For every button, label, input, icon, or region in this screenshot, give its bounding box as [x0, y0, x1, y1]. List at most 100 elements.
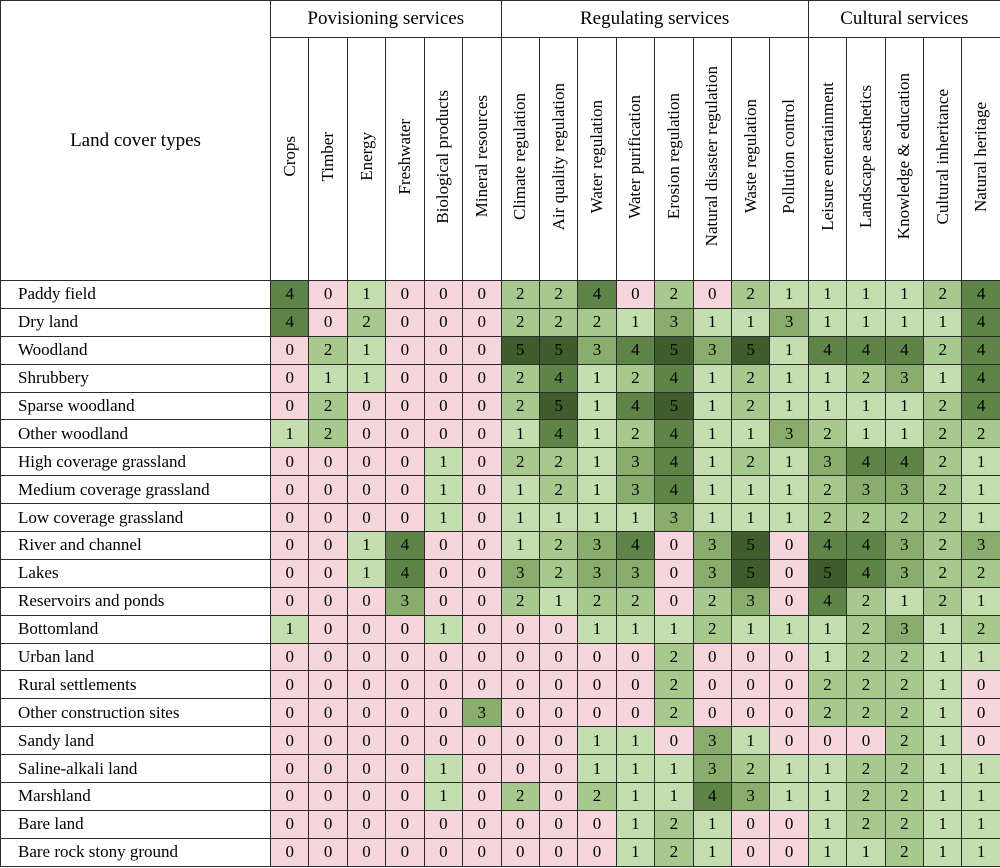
score-cell: 1: [807, 280, 848, 309]
score-cell: 0: [308, 503, 348, 533]
score-cell: 0: [577, 670, 617, 700]
score-cell: 3: [615, 475, 656, 505]
table-row: Bare land 0 0 0 0 0 0 0 0 0 1 2 1 0 0 1 2 2 1 1: [0, 809, 1000, 839]
score-cell: 2: [923, 280, 963, 309]
score-cell: 1: [961, 586, 1000, 616]
score-cell: 4: [538, 419, 579, 449]
score-cell: 0: [385, 391, 425, 421]
score-cell: 5: [730, 531, 771, 560]
score-cell: 4: [654, 475, 694, 505]
score-cell: 4: [654, 419, 694, 449]
score-cell: 4: [807, 335, 848, 365]
score-cell: 1: [846, 837, 886, 868]
score-cell: 2: [577, 307, 617, 337]
service-header: Natural heritage: [961, 37, 1000, 281]
score-cell: 2: [577, 782, 617, 811]
score-cell: 0: [385, 335, 425, 365]
service-label: Crops: [279, 136, 299, 177]
service-label: Natural heritage: [971, 101, 991, 212]
score-cell: 2: [846, 503, 886, 533]
score-cell: 2: [807, 419, 848, 449]
score-cell: 2: [884, 754, 925, 784]
score-cell: 1: [730, 614, 771, 644]
score-cell: 1: [807, 809, 848, 839]
score-cell: 0: [385, 419, 425, 449]
score-cell: 0: [385, 782, 425, 811]
score-cell: 3: [769, 307, 809, 337]
score-cell: 2: [923, 531, 963, 560]
score-cell: 2: [846, 754, 886, 784]
score-cell: 2: [500, 782, 540, 811]
land-cover-label: Low coverage grassland: [0, 503, 271, 533]
score-cell: 3: [961, 531, 1000, 560]
land-cover-label: River and channel: [0, 531, 271, 560]
score-cell: 1: [769, 391, 809, 421]
score-cell: 0: [538, 698, 579, 728]
score-cell: 3: [730, 782, 771, 811]
score-cell: 0: [654, 586, 694, 616]
score-cell: 2: [961, 419, 1000, 449]
score-cell: 3: [615, 447, 656, 477]
score-cell: 0: [769, 531, 809, 560]
score-cell: 4: [846, 447, 886, 477]
score-cell: 0: [538, 837, 579, 868]
score-cell: 4: [884, 335, 925, 365]
score-cell: 0: [308, 726, 348, 756]
service-label: Knowledge & education: [894, 73, 914, 240]
service-header: Waste regulation: [730, 37, 771, 281]
score-cell: 2: [730, 363, 771, 393]
score-cell: 0: [385, 363, 425, 393]
score-cell: 0: [385, 447, 425, 477]
score-cell: 3: [692, 726, 732, 756]
score-cell: 1: [615, 726, 656, 756]
land-cover-label: Shrubbery: [0, 363, 271, 393]
table-row: Woodland 0 2 1 0 0 0 5 5 3 4 5 3 5 1 4 4 4 2 4: [0, 335, 1000, 365]
score-cell: 0: [462, 307, 502, 337]
score-cell: 0: [308, 642, 348, 672]
score-cell: 2: [577, 586, 617, 616]
score-cell: 1: [500, 531, 540, 560]
score-cell: 1: [769, 782, 809, 811]
service-label: Natural disaster regulation: [702, 66, 722, 247]
score-cell: 4: [807, 531, 848, 560]
score-cell: 0: [423, 307, 464, 337]
score-cell: 0: [423, 670, 464, 700]
score-cell: 0: [500, 837, 540, 868]
score-cell: 1: [846, 391, 886, 421]
score-cell: 1: [807, 754, 848, 784]
score-cell: 2: [923, 558, 963, 588]
score-cell: 2: [538, 558, 579, 588]
score-cell: 1: [807, 363, 848, 393]
score-cell: 0: [269, 586, 310, 616]
score-cell: 1: [923, 837, 963, 868]
score-cell: 0: [385, 642, 425, 672]
score-cell: 1: [846, 307, 886, 337]
score-cell: 0: [615, 670, 656, 700]
score-cell: 2: [538, 531, 579, 560]
score-cell: 4: [654, 363, 694, 393]
score-cell: 2: [884, 503, 925, 533]
service-label: Climate regulation: [510, 93, 530, 220]
score-cell: 2: [308, 419, 348, 449]
score-cell: 1: [692, 391, 732, 421]
score-cell: 3: [654, 307, 694, 337]
score-cell: 2: [807, 670, 848, 700]
score-cell: 5: [654, 335, 694, 365]
score-cell: 5: [538, 391, 579, 421]
score-cell: 0: [730, 837, 771, 868]
score-cell: 0: [462, 614, 502, 644]
score-cell: 1: [269, 614, 310, 644]
score-cell: 0: [769, 670, 809, 700]
score-cell: 4: [846, 335, 886, 365]
score-cell: 0: [462, 754, 502, 784]
score-cell: 4: [961, 280, 1000, 309]
score-cell: 2: [846, 782, 886, 811]
score-cell: 0: [385, 837, 425, 868]
score-cell: 0: [462, 419, 502, 449]
score-cell: 1: [807, 642, 848, 672]
score-cell: 3: [769, 419, 809, 449]
score-cell: 0: [615, 642, 656, 672]
score-cell: 0: [462, 447, 502, 477]
score-cell: 2: [308, 335, 348, 365]
score-cell: 3: [692, 531, 732, 560]
